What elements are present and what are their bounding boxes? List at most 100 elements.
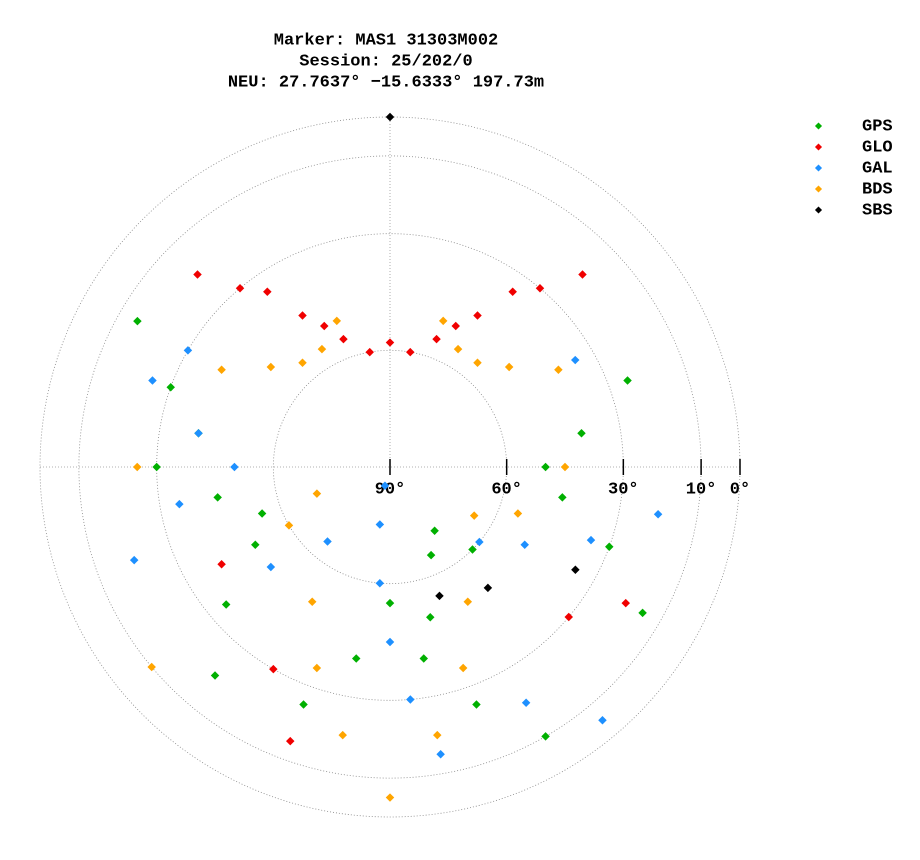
satellite-point <box>365 347 374 357</box>
satellite-point <box>183 346 193 355</box>
satellite-point <box>230 462 239 472</box>
satellite-point <box>472 700 481 709</box>
legend-marker <box>814 143 823 151</box>
satellite-point <box>436 749 445 759</box>
satellite-point <box>299 700 308 709</box>
satellite-point <box>564 612 573 622</box>
satellite-point <box>521 698 531 707</box>
satellite-point <box>266 362 276 372</box>
satellite-point <box>148 376 157 385</box>
satellite-point <box>312 489 322 498</box>
legend-marker <box>814 185 823 193</box>
satellite-point <box>653 510 663 519</box>
satellite-point <box>312 663 322 673</box>
satellite-point <box>266 562 276 572</box>
satellite-point <box>129 555 139 565</box>
satellite-point <box>284 521 294 530</box>
satellite-point <box>419 654 429 663</box>
satellite-point <box>385 598 395 608</box>
satellite-point <box>166 382 175 392</box>
satellite-point <box>269 664 278 674</box>
satellite-point <box>406 695 415 704</box>
legend-label: SBS <box>862 201 893 220</box>
satellite-point <box>147 662 156 672</box>
satellite-point <box>570 355 580 365</box>
satellite-point <box>251 540 260 550</box>
satellite-point <box>560 462 570 472</box>
satellite-point <box>380 481 390 491</box>
satellite-point <box>217 365 226 375</box>
satellite-point <box>605 542 614 552</box>
satellite-point <box>435 591 444 601</box>
legend-marker <box>814 164 823 172</box>
satellite-point <box>541 462 550 472</box>
satellite-point <box>623 376 632 385</box>
satellite-point <box>332 316 342 326</box>
legend-marker <box>814 122 823 130</box>
satellite-point <box>375 520 385 529</box>
satellite-point <box>194 428 203 438</box>
r-tick-label: 30° <box>608 480 639 499</box>
satellite-point <box>571 565 580 574</box>
satellite-point <box>152 462 161 472</box>
legend-marker <box>814 206 823 214</box>
satellite-point <box>426 613 435 622</box>
satellite-point <box>554 365 563 375</box>
satellite-point <box>586 535 596 545</box>
satellite-point <box>385 338 395 347</box>
satellite-point <box>438 316 448 326</box>
satellite-point <box>433 730 442 740</box>
satellite-point <box>558 493 567 502</box>
satellite-point <box>193 270 202 279</box>
satellite-point <box>257 509 267 518</box>
satellite-point <box>133 316 142 326</box>
chart-subtitle: Session: 25/202/0 <box>299 52 472 71</box>
satellite-point <box>217 559 226 569</box>
satellite-point <box>213 493 222 502</box>
satellite-point <box>578 270 587 279</box>
satellite-point <box>263 287 272 297</box>
legend-label: BDS <box>862 180 893 199</box>
satellite-point <box>638 608 647 618</box>
satellite-point <box>520 540 529 550</box>
r-tick-label: 60° <box>491 480 522 499</box>
satellite-point <box>458 663 468 673</box>
satellite-point <box>298 358 307 367</box>
satellite-point <box>338 730 347 740</box>
r-tick-label: 90° <box>375 480 406 499</box>
legend-label: GPS <box>862 117 893 136</box>
satellite-point <box>430 526 439 535</box>
satellite-point <box>535 284 545 293</box>
satellite-point <box>351 654 361 663</box>
satellite-point <box>508 287 517 297</box>
satellite-point <box>483 583 493 593</box>
satellite-point <box>221 600 231 609</box>
satellite-point <box>375 578 385 588</box>
satellite-point <box>598 715 607 725</box>
satellite-point <box>577 428 586 438</box>
satellite-point <box>320 321 329 331</box>
chart-annotation: NEU: 27.7637° −15.6333° 197.73m <box>228 73 544 92</box>
satellite-point <box>132 462 142 472</box>
satellite-point <box>175 499 184 509</box>
satellite-point <box>621 598 630 608</box>
satellite-point <box>406 347 415 357</box>
satellite-point <box>463 597 473 606</box>
satellite-point <box>323 537 332 546</box>
satellite-point <box>385 112 395 122</box>
satellite-point <box>469 511 479 520</box>
satellite-point <box>504 362 514 372</box>
satellite-point <box>210 671 220 680</box>
satellite-point <box>317 344 327 354</box>
satellite-point <box>286 736 295 746</box>
satellite-point <box>432 334 441 344</box>
satellite-point <box>473 358 482 367</box>
legend-label: GLO <box>862 138 893 157</box>
satellite-point <box>475 537 484 547</box>
r-tick-label: 10° <box>686 480 717 499</box>
r-tick-label: 0° <box>730 480 750 499</box>
satellite-point <box>385 793 395 802</box>
legend-label: GAL <box>862 159 893 178</box>
satellite-point <box>453 344 463 354</box>
